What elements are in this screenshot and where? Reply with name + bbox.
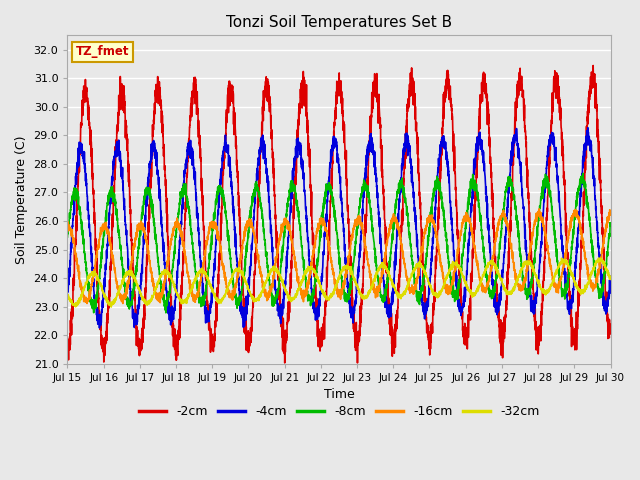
-4cm [180, 179, 188, 184]
-8cm [180, 192, 188, 197]
-16cm [216, 236, 223, 242]
-8cm [402, 196, 410, 202]
-4cm [402, 131, 410, 137]
-2cm [354, 360, 362, 366]
Line: -2cm: -2cm [67, 66, 611, 363]
-4cm [607, 274, 614, 279]
-32cm [180, 297, 188, 303]
-32cm [392, 290, 400, 296]
-4cm [392, 252, 400, 257]
-16cm [63, 225, 71, 230]
-16cm [392, 214, 400, 220]
-4cm [95, 325, 103, 331]
-16cm [607, 208, 614, 214]
-32cm [63, 291, 71, 297]
-4cm [63, 289, 71, 295]
Line: -32cm: -32cm [67, 258, 611, 307]
-16cm [556, 279, 563, 285]
-8cm [216, 189, 223, 194]
Text: TZ_fmet: TZ_fmet [76, 45, 129, 58]
-16cm [535, 206, 543, 212]
Y-axis label: Soil Temperature (C): Soil Temperature (C) [15, 135, 28, 264]
-8cm [607, 223, 614, 229]
Title: Tonzi Soil Temperatures Set B: Tonzi Soil Temperatures Set B [226, 15, 452, 30]
-8cm [579, 170, 587, 176]
-8cm [63, 234, 71, 240]
-2cm [402, 136, 410, 142]
-2cm [556, 84, 563, 89]
-2cm [589, 63, 597, 69]
Line: -8cm: -8cm [67, 173, 611, 313]
-16cm [180, 243, 188, 249]
-8cm [607, 220, 614, 226]
-16cm [607, 209, 614, 215]
-8cm [556, 272, 563, 278]
-4cm [556, 199, 563, 205]
-32cm [595, 255, 602, 261]
-8cm [392, 204, 400, 209]
-32cm [607, 276, 614, 282]
-32cm [216, 298, 223, 304]
Line: -4cm: -4cm [67, 128, 611, 328]
-32cm [556, 263, 563, 269]
-2cm [63, 335, 71, 340]
-2cm [392, 327, 400, 333]
-32cm [607, 276, 614, 281]
-2cm [215, 252, 223, 257]
-32cm [402, 288, 410, 294]
-16cm [402, 266, 410, 272]
-32cm [108, 304, 115, 310]
-16cm [119, 300, 127, 306]
-4cm [584, 125, 592, 131]
-2cm [607, 325, 614, 331]
-8cm [162, 310, 170, 316]
-4cm [607, 279, 614, 285]
Legend: -2cm, -4cm, -8cm, -16cm, -32cm: -2cm, -4cm, -8cm, -16cm, -32cm [134, 400, 545, 423]
-2cm [180, 246, 188, 252]
-4cm [216, 197, 223, 203]
-2cm [607, 329, 614, 335]
Line: -16cm: -16cm [67, 209, 611, 303]
X-axis label: Time: Time [324, 388, 355, 401]
